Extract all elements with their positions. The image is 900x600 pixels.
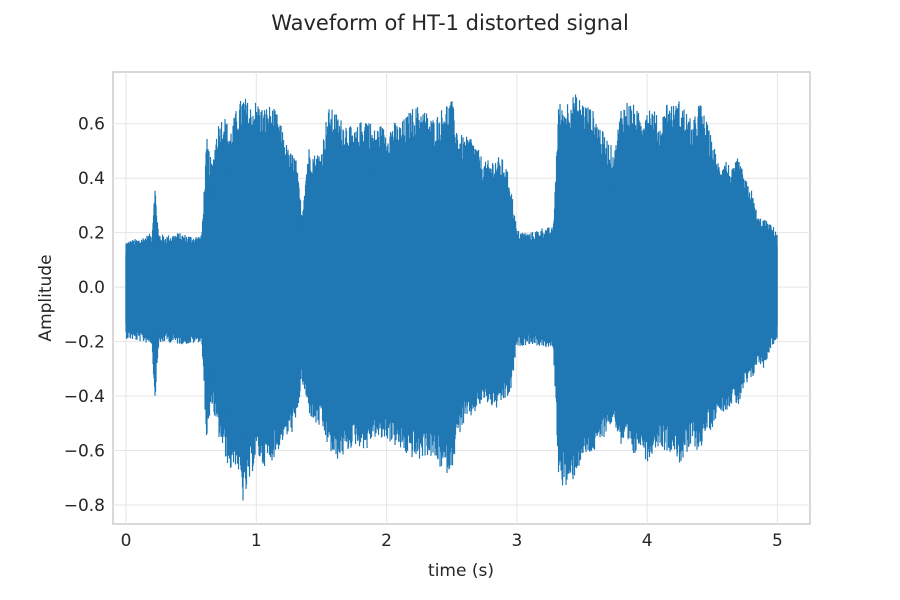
y-axis-label: Amplitude <box>36 254 56 341</box>
x-axis-label: time (s) <box>428 561 494 581</box>
x-tick-label: 1 <box>251 531 262 551</box>
chart-title: Waveform of HT-1 distorted signal <box>271 11 629 35</box>
x-tick-label: 5 <box>772 531 783 551</box>
waveform-series <box>125 94 778 501</box>
y-tick-label: −0.2 <box>64 333 105 353</box>
y-tick-label: 0.4 <box>78 169 105 189</box>
y-tick-label: −0.6 <box>64 441 105 461</box>
x-tick-label: 2 <box>381 531 392 551</box>
y-tick-label: −0.4 <box>64 387 105 407</box>
y-tick-label: 0.2 <box>78 224 105 244</box>
y-tick-label: 0.6 <box>78 115 105 135</box>
x-tick-label: 3 <box>511 531 522 551</box>
x-tick-label: 4 <box>642 531 653 551</box>
y-tick-label: −0.8 <box>64 496 105 516</box>
x-tick-label: 0 <box>121 531 132 551</box>
waveform-core <box>125 151 778 439</box>
y-tick-label: 0.0 <box>78 278 105 298</box>
y-axis-ticks: −0.8 −0.6 −0.4 −0.2 0.0 0.2 0.4 0.6 <box>64 115 105 516</box>
x-axis-ticks: 0 1 2 3 4 5 <box>121 531 783 551</box>
